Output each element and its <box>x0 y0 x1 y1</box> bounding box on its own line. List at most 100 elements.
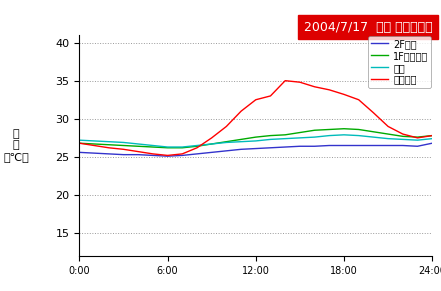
玄関 <box>297 136 303 140</box>
玄関 <box>77 139 82 142</box>
2F寝室 <box>165 155 170 158</box>
外気温度 <box>356 98 361 102</box>
1Fリビング <box>209 142 214 146</box>
2F寝室 <box>341 144 347 147</box>
外気温度 <box>135 150 141 153</box>
2F寝室 <box>268 146 273 150</box>
玄関 <box>356 134 361 137</box>
外気温度 <box>430 134 435 137</box>
玄関 <box>268 138 273 141</box>
玄関 <box>385 137 391 140</box>
1Fリビング <box>341 127 347 130</box>
1Fリビング <box>194 145 200 148</box>
玄関 <box>239 140 244 143</box>
2F寝室 <box>297 145 303 148</box>
1Fリビング <box>150 145 156 149</box>
玄関 <box>135 142 141 146</box>
Line: 外気温度: 外気温度 <box>79 81 432 155</box>
1Fリビング <box>385 132 391 136</box>
2F寝室 <box>239 148 244 151</box>
1Fリビング <box>400 135 405 138</box>
1Fリビング <box>327 128 332 131</box>
1Fリビング <box>371 130 376 134</box>
Line: 玄関: 玄関 <box>79 135 432 147</box>
2F寝室 <box>356 144 361 147</box>
1Fリビング <box>165 146 170 150</box>
玄関 <box>430 137 435 140</box>
2F寝室 <box>224 149 229 152</box>
1Fリビング <box>312 129 317 132</box>
1Fリビング <box>77 141 82 145</box>
1Fリビング <box>91 142 97 146</box>
2F寝室 <box>283 145 288 149</box>
1Fリビング <box>224 140 229 143</box>
外気温度 <box>415 136 420 140</box>
外気温度 <box>268 94 273 98</box>
玄関 <box>179 145 185 149</box>
外気温度 <box>121 148 126 151</box>
1Fリビング <box>121 144 126 147</box>
玄関 <box>400 138 405 141</box>
2F寝室 <box>121 153 126 156</box>
外気温度 <box>400 132 405 136</box>
1Fリビング <box>283 133 288 136</box>
Line: 2F寝室: 2F寝室 <box>79 143 432 156</box>
2F寝室 <box>209 151 214 154</box>
外気温度 <box>91 144 97 147</box>
2F寝室 <box>385 144 391 147</box>
2F寝室 <box>91 151 97 155</box>
外気温度 <box>327 88 332 92</box>
外気温度 <box>150 152 156 156</box>
2F寝室 <box>253 147 258 150</box>
玄関 <box>224 141 229 144</box>
外気温度 <box>194 146 200 150</box>
外気温度 <box>165 154 170 157</box>
玄関 <box>371 135 376 139</box>
玄関 <box>283 137 288 140</box>
外気温度 <box>283 79 288 82</box>
玄関 <box>341 133 347 136</box>
外気温度 <box>179 152 185 156</box>
玄関 <box>106 140 112 143</box>
外気温度 <box>371 111 376 114</box>
1Fリビング <box>356 128 361 131</box>
玄関 <box>209 142 214 146</box>
玄関 <box>194 144 200 147</box>
外気温度 <box>341 93 347 96</box>
2F寝室 <box>135 153 141 156</box>
玄関 <box>253 139 258 143</box>
外気温度 <box>385 125 391 128</box>
1Fリビング <box>297 131 303 134</box>
2F寝室 <box>327 144 332 147</box>
2F寝室 <box>430 141 435 145</box>
外気温度 <box>209 136 214 140</box>
2F寝室 <box>312 145 317 148</box>
1Fリビング <box>415 135 420 139</box>
玄関 <box>312 135 317 139</box>
外気温度 <box>239 109 244 113</box>
2F寝室 <box>77 151 82 154</box>
Text: 温
度
（℃）: 温 度 （℃） <box>3 129 29 162</box>
Line: 1Fリビング: 1Fリビング <box>79 129 432 148</box>
2F寝室 <box>371 144 376 147</box>
玄関 <box>165 145 170 149</box>
1Fリビング <box>106 143 112 146</box>
玄関 <box>121 141 126 144</box>
玄関 <box>327 134 332 137</box>
2F寝室 <box>179 154 185 157</box>
外気温度 <box>253 98 258 102</box>
外気温度 <box>312 85 317 88</box>
1Fリビング <box>430 134 435 137</box>
Legend: 2F寝室, 1Fリビング, 玄関, 外気温度: 2F寝室, 1Fリビング, 玄関, 外気温度 <box>368 36 431 88</box>
2F寝室 <box>194 152 200 156</box>
2F寝室 <box>106 152 112 156</box>
玄関 <box>415 139 420 142</box>
2F寝室 <box>150 154 156 157</box>
1Fリビング <box>239 138 244 141</box>
1Fリビング <box>253 135 258 139</box>
Text: 2004/7/17  温度 推移グラフ: 2004/7/17 温度 推移グラフ <box>303 21 432 34</box>
2F寝室 <box>415 145 420 148</box>
1Fリビング <box>135 145 141 148</box>
2F寝室 <box>400 144 405 147</box>
玄関 <box>150 144 156 147</box>
